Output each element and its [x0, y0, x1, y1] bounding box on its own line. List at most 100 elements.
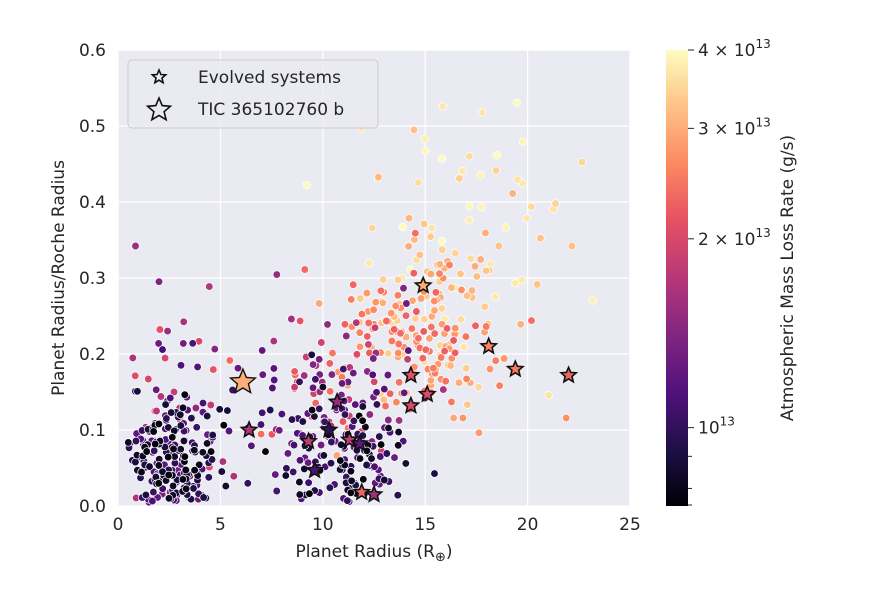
- legend-marker-tic-365102760-b: [145, 95, 173, 122]
- scatter-point: [258, 346, 267, 355]
- scatter-point: [295, 377, 304, 386]
- scatter-point: [349, 416, 359, 425]
- y-tick-label: 0.3: [79, 269, 106, 289]
- scatter-point: [437, 304, 447, 313]
- scatter-point: [390, 453, 399, 462]
- scatter-point: [179, 317, 188, 326]
- scatter-point: [470, 262, 480, 271]
- scatter-point: [188, 339, 197, 348]
- scatter-point: [409, 125, 419, 135]
- scatter-point: [208, 430, 217, 440]
- scatter-point: [501, 223, 510, 232]
- scatter-point: [207, 455, 217, 464]
- evolved-system-marker: [413, 275, 433, 294]
- evolved-system-marker: [401, 395, 421, 414]
- scatter-point: [179, 436, 189, 446]
- evolved-system-marker: [479, 336, 499, 355]
- scatter-point: [355, 454, 365, 463]
- scatter-point: [436, 353, 446, 362]
- scatter-point: [346, 488, 355, 497]
- scatter-point: [364, 318, 373, 328]
- scatter-point: [485, 364, 495, 374]
- legend-label-tic-365102760-b: TIC 365102760 b: [197, 100, 344, 120]
- y-tick-label: 0.5: [79, 117, 106, 137]
- scatter-point: [463, 291, 472, 300]
- scatter-point: [482, 322, 491, 331]
- scatter-point: [425, 334, 434, 343]
- scatter-point: [392, 398, 401, 407]
- scatter-point: [458, 413, 468, 423]
- scatter-point: [358, 416, 367, 425]
- scatter-point: [407, 324, 417, 333]
- scatter-point: [381, 401, 390, 411]
- scatter-point: [137, 467, 146, 477]
- scatter-point: [328, 348, 337, 358]
- scatter-point: [577, 157, 587, 167]
- scatter-point: [307, 350, 316, 359]
- x-tick-label: 25: [619, 515, 641, 535]
- scatter-point: [176, 361, 186, 370]
- scatter-point: [404, 214, 414, 223]
- scatter-point: [435, 269, 444, 278]
- scatter-point: [192, 423, 201, 432]
- scatter-point: [426, 232, 435, 241]
- scatter-point: [356, 294, 365, 303]
- scatter-point: [166, 393, 175, 403]
- scatter-point: [176, 421, 185, 430]
- scatter-point: [219, 421, 228, 430]
- scatter-point: [367, 454, 376, 463]
- scatter-point: [158, 345, 167, 354]
- y-tick-labels: 0.0 0.1 0.2 0.3 0.4 0.5 0.6: [79, 41, 106, 517]
- scatter-point: [430, 306, 439, 315]
- scatter-point: [512, 98, 521, 107]
- scatter-point: [287, 314, 296, 324]
- scatter-point: [269, 336, 278, 346]
- legend: Evolved systems TIC 365102760 b: [127, 59, 379, 129]
- evolved-system-marker: [319, 419, 339, 439]
- scatter-point: [370, 462, 379, 471]
- scatter-point: [352, 318, 361, 327]
- scatter-point: [533, 280, 542, 289]
- scatter-point: [404, 346, 413, 355]
- scatter-point: [383, 370, 393, 380]
- scatter-point: [287, 415, 297, 424]
- scatter-point: [429, 364, 438, 373]
- scatter-point: [233, 364, 243, 373]
- scatter-point: [272, 270, 281, 279]
- scatter-point: [295, 490, 304, 499]
- scatter-point: [224, 426, 234, 436]
- scatter-point: [499, 354, 509, 363]
- scatter-point: [414, 178, 423, 187]
- scatter-point: [384, 415, 393, 425]
- scatter-point: [124, 438, 133, 447]
- scatter-point: [275, 426, 284, 435]
- scatter-point: [420, 134, 429, 144]
- scatter-point: [517, 275, 526, 285]
- scatter-point: [371, 298, 380, 307]
- scatter-point: [133, 387, 142, 396]
- scatter-point: [206, 400, 215, 410]
- scatter-point: [178, 475, 188, 484]
- scatter-point: [300, 265, 309, 274]
- scatter-point: [243, 479, 252, 488]
- scatter-point: [455, 174, 464, 183]
- scatter-point: [465, 152, 474, 161]
- scatter-point: [178, 403, 188, 412]
- scatter-point: [314, 299, 324, 308]
- scatter-point: [384, 423, 393, 433]
- scatter-point: [164, 452, 173, 462]
- scatter-point: [449, 336, 458, 345]
- scatter-point: [203, 411, 212, 421]
- evolved-system-marker: [352, 482, 372, 501]
- scatter-point: [394, 441, 403, 450]
- scatter-point: [363, 332, 372, 341]
- scatter-point: [567, 241, 576, 251]
- scatter-point: [161, 400, 170, 409]
- scatter-point: [336, 456, 345, 465]
- scatter-point: [462, 374, 471, 384]
- scatter-point: [149, 427, 158, 436]
- scatter-point: [355, 328, 364, 337]
- scatter-point: [190, 446, 199, 455]
- scatter-point: [463, 400, 472, 409]
- scatter-point: [482, 266, 491, 275]
